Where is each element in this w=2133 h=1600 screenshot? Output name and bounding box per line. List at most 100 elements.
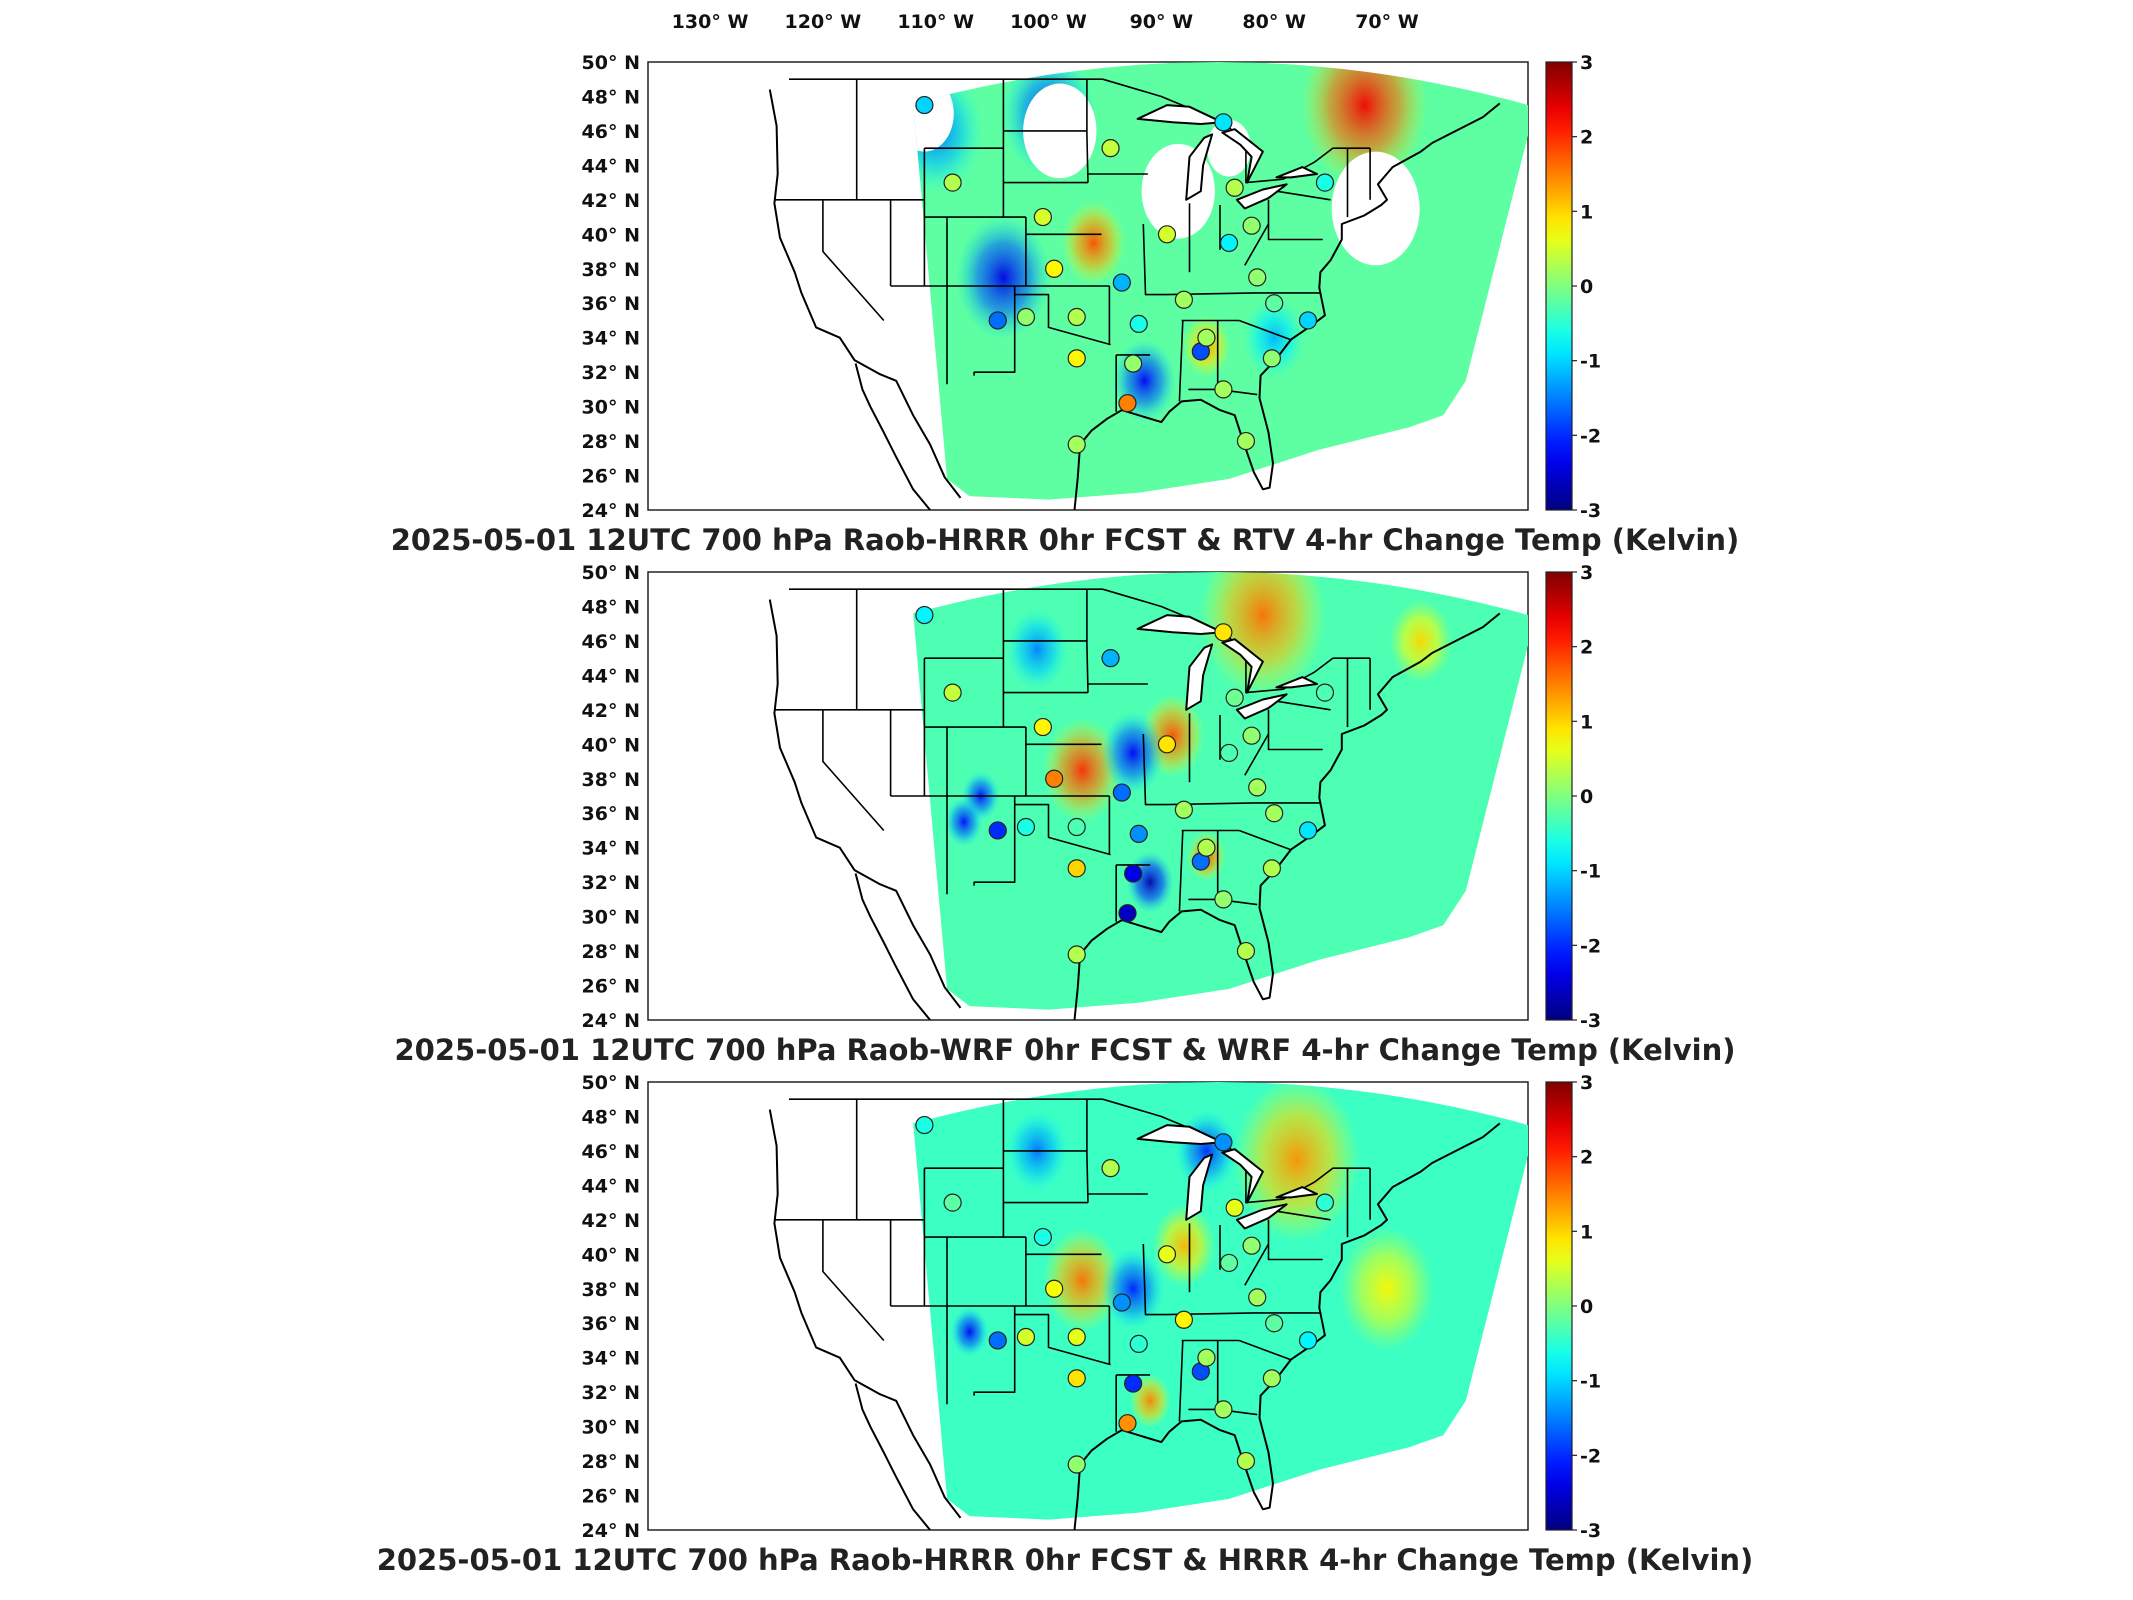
lat-label: 28° N (582, 1451, 640, 1473)
raob-site-marker (915, 95, 934, 115)
state-border (1267, 709, 1323, 751)
state-border (822, 199, 885, 322)
lat-label: 48° N (582, 1106, 640, 1128)
field-anomaly (1062, 201, 1126, 285)
great-lake (1185, 643, 1214, 711)
mexico-coastline (1073, 1497, 1079, 1530)
raob-site-marker (1112, 783, 1131, 802)
state-border (1267, 1219, 1323, 1261)
baja-coastline (854, 363, 931, 510)
raob-site-marker (1067, 859, 1086, 878)
state-border (1086, 589, 1089, 693)
lat-label: 34° N (582, 328, 640, 350)
lat-label: 30° N (582, 907, 640, 929)
raob-site-marker (1174, 800, 1193, 819)
raob-site-marker (1197, 328, 1216, 347)
field-background (913, 572, 1528, 1010)
raob-site-marker (1067, 349, 1086, 368)
raob-site-marker (1236, 1451, 1256, 1471)
lat-label: 42° N (582, 190, 640, 212)
colorbar-tick-label: -3 (1580, 500, 1601, 522)
lat-label: 26° N (582, 466, 640, 488)
colorbar-tick-label: -1 (1580, 351, 1601, 373)
raob-site-marker (1157, 225, 1177, 244)
lat-label: 30° N (582, 1417, 640, 1439)
lat-label: 34° N (582, 1348, 640, 1370)
raob-site-marker (1101, 649, 1120, 668)
lat-label: 30° N (582, 397, 640, 419)
great-lake (1185, 133, 1214, 201)
raob-sites (915, 1115, 1335, 1474)
great-lake (1275, 676, 1318, 689)
great-lake (1221, 128, 1264, 184)
panel-wrf: 50° N 48° N 46° N 44° N 42° N 40° N 38° N 36° N… (582, 562, 1602, 1032)
great-lake (1235, 693, 1288, 720)
state-border (973, 286, 1016, 376)
lat-label: 36° N (582, 1313, 640, 1335)
state-border (1244, 223, 1270, 266)
raob-site-marker (1016, 307, 1036, 327)
lat-label: 46° N (582, 631, 640, 653)
raob-site-marker (1118, 394, 1137, 413)
lon-label: 80° W (1242, 11, 1306, 33)
state-border (1238, 1339, 1291, 1361)
lat-label: 44° N (582, 665, 640, 687)
lon-label: 100° W (1010, 11, 1087, 33)
state-border (1166, 1312, 1321, 1316)
lat-label: 32° N (582, 1382, 640, 1404)
field-anomaly (1242, 296, 1306, 380)
state-border (973, 796, 1016, 886)
map-outlines (768, 588, 1501, 1020)
state-border (1178, 1340, 1184, 1422)
east-gulf-coastline (1076, 102, 1501, 491)
raob-site-marker (1124, 354, 1143, 373)
temperature-field (913, 62, 1528, 500)
state-border (822, 709, 885, 832)
lat-label: 46° N (582, 1141, 640, 1163)
colorbar-tick-label: 2 (1580, 637, 1593, 659)
colorbar-tick-label: 0 (1580, 786, 1593, 808)
raob-site-marker (1197, 1348, 1216, 1367)
top-longitude-labels: 130° W 120° W 110° W 100° W 90° W 80° W 70° W (672, 11, 1419, 33)
colorbar-tick-label: 0 (1580, 276, 1593, 298)
colorbar-tick-label: 2 (1580, 1147, 1593, 1169)
raob-site-marker (1101, 139, 1120, 158)
raob-site-marker (1129, 314, 1148, 334)
lon-label: 70° W (1355, 11, 1419, 33)
lon-label: 90° W (1130, 11, 1194, 33)
raob-site-marker (1315, 173, 1335, 192)
lat-label: 34° N (582, 838, 640, 860)
colorbar-tick-label: 1 (1580, 711, 1593, 733)
lat-label: 40° N (582, 224, 640, 246)
raob-site-marker (1033, 717, 1052, 737)
west-coastline (768, 89, 962, 499)
field-anomaly (1199, 572, 1327, 698)
raob-site-marker (1067, 945, 1086, 964)
lat-label: 32° N (582, 362, 640, 384)
raob-site-marker (1174, 1310, 1193, 1329)
lat-label: 42° N (582, 700, 640, 722)
great-lake (1235, 183, 1288, 210)
raob-site-marker (1248, 268, 1267, 287)
raob-site-marker (988, 1331, 1007, 1350)
colorbar-tick-label: 2 (1580, 127, 1593, 149)
state-border (973, 1306, 1016, 1396)
raob-site-marker (1067, 307, 1086, 327)
raob-site-marker (1067, 1455, 1086, 1474)
lat-label: 46° N (582, 121, 640, 143)
state-border (1238, 829, 1291, 851)
colorbar-tick-label: -1 (1580, 1371, 1601, 1393)
east-gulf-coastline (1076, 612, 1501, 1001)
raob-site-marker (915, 1115, 934, 1135)
raob-site-marker (1129, 824, 1148, 844)
colorbar-tick-label: -1 (1580, 861, 1601, 883)
raob-site-marker (1214, 890, 1233, 909)
state-border (822, 1219, 885, 1342)
state-border (1178, 830, 1184, 912)
raob-site-marker (1225, 1198, 1244, 1217)
raob-site-marker (1242, 1236, 1261, 1255)
state-border (1142, 733, 1167, 806)
raob-site-marker (1016, 1327, 1036, 1347)
raob-site-marker (1315, 1193, 1335, 1212)
